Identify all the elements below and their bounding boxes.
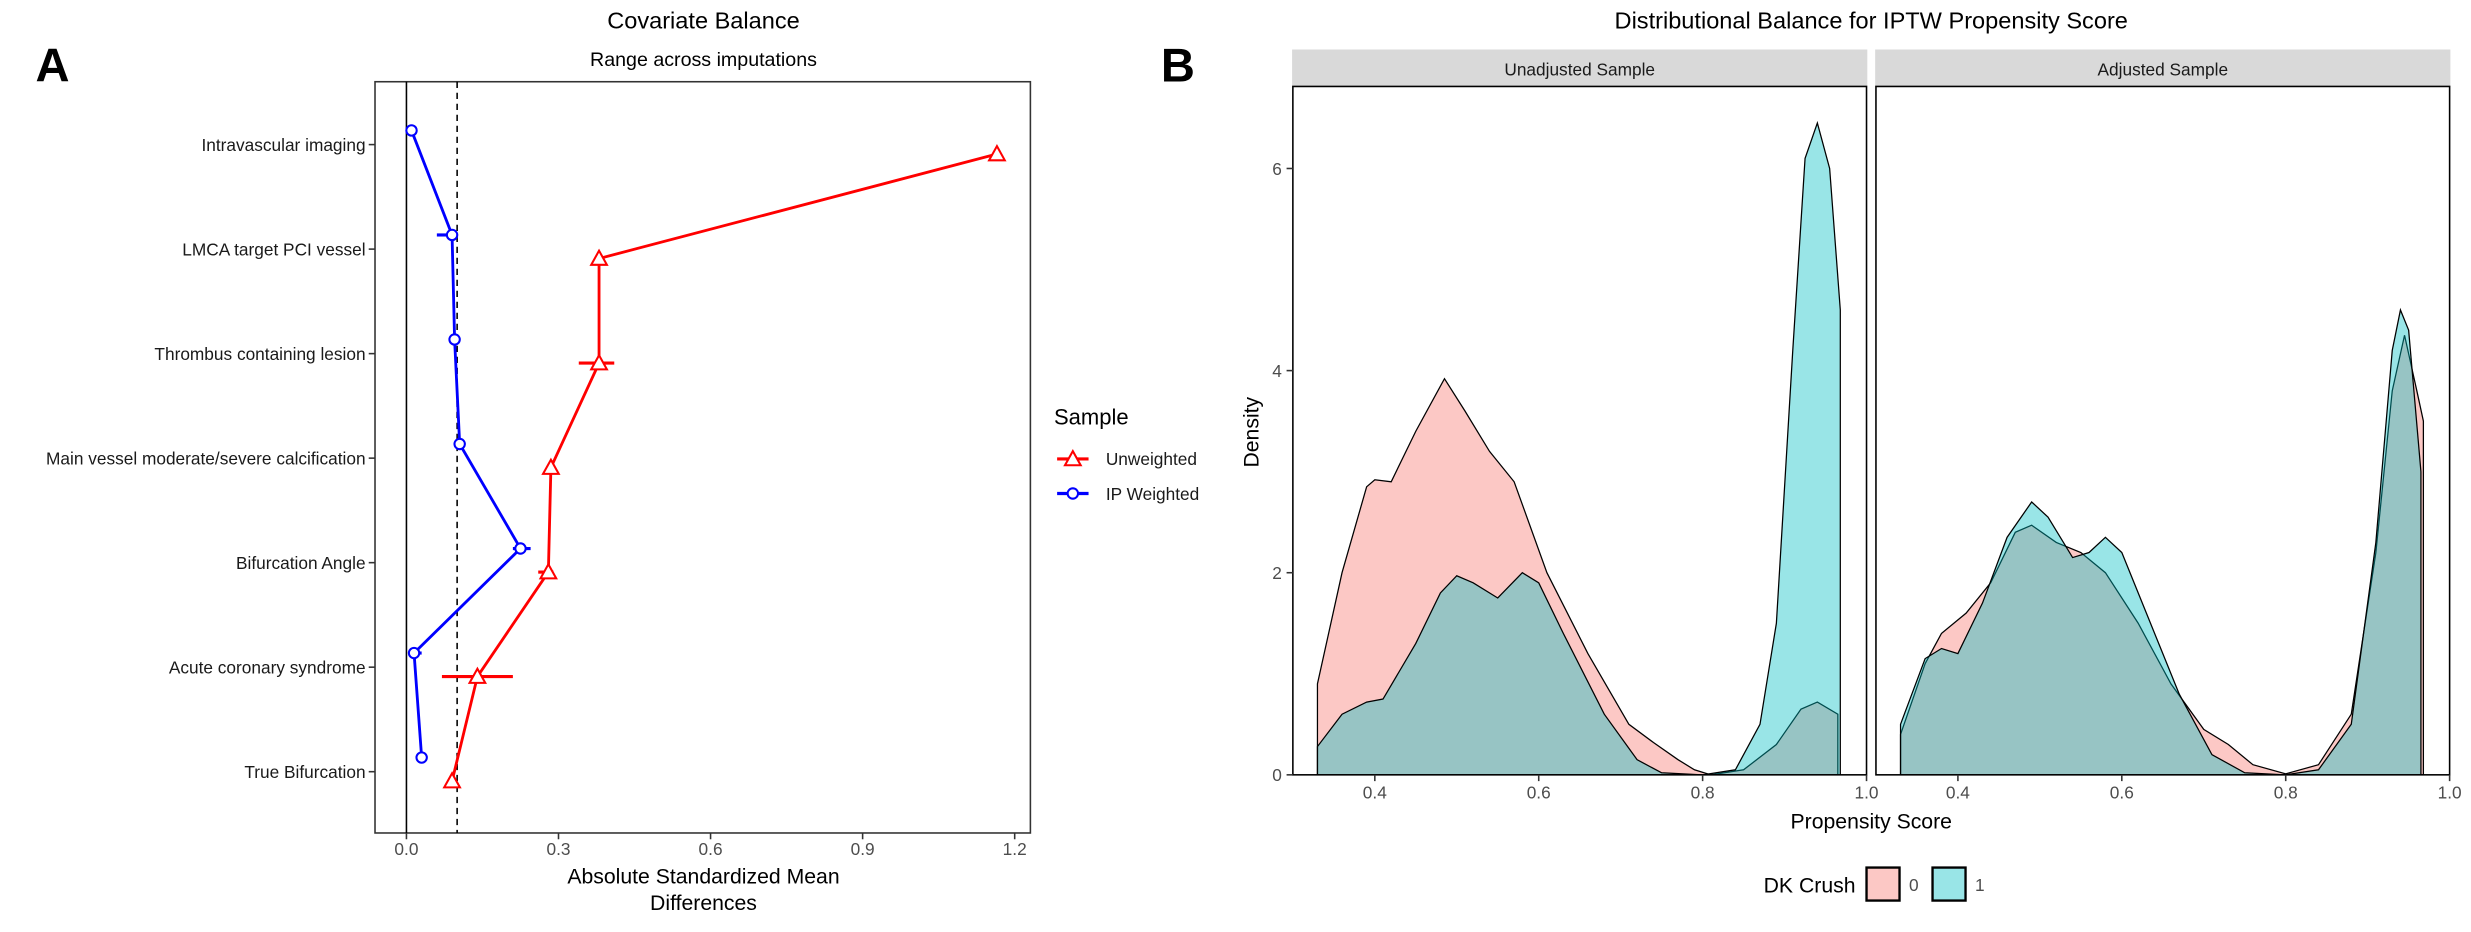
- x-tick-label: 0.6: [1527, 782, 1551, 802]
- x-tick-label: 0.0: [394, 839, 418, 859]
- data-point-triangle: [541, 457, 561, 475]
- facet-strip: [1292, 49, 1868, 88]
- legend-label: IP Weighted: [1106, 484, 1199, 504]
- y-tick-label: Intravascular imaging: [201, 135, 365, 155]
- y-tick-label: 6: [1272, 159, 1282, 179]
- series-line-ip-weighted: [410, 129, 523, 758]
- x-tick-label: 0.9: [851, 839, 875, 859]
- data-point-circle: [453, 437, 466, 451]
- data-point-triangle: [442, 771, 462, 789]
- panel-border: [1292, 85, 1868, 776]
- plot-a-border: [374, 80, 1032, 834]
- legend-title: DK Crush: [1764, 875, 1856, 898]
- x-tick-label: 0.6: [699, 839, 723, 859]
- data-point-circle: [448, 333, 461, 346]
- density-area-group-1: [1899, 307, 2422, 776]
- data-point-triangle: [538, 562, 558, 580]
- y-tick-label: True Bifurcation: [244, 762, 365, 782]
- x-axis-label-line2: Differences: [650, 892, 757, 915]
- density-area-group-0: [1899, 335, 2425, 776]
- y-tick-label: Main vessel moderate/severe calcificatio…: [46, 448, 366, 468]
- y-tick-label: 2: [1272, 563, 1282, 583]
- legend-title: Sample: [1054, 404, 1129, 429]
- y-tick-label: LMCA target PCI vessel: [182, 239, 365, 259]
- legend-label: Unweighted: [1106, 449, 1197, 469]
- x-axis-label-line1: Absolute Standardized Mean: [567, 865, 839, 888]
- panel-label-b: B: [1161, 39, 1195, 92]
- chart-b-title: Distributional Balance for IPTW Propensi…: [1615, 7, 2128, 33]
- x-axis-label: Propensity Score: [1791, 810, 1952, 833]
- data-point-circle: [415, 751, 428, 764]
- facet-strip-label: Adjusted Sample: [2098, 59, 2229, 79]
- y-tick-label: Bifurcation Angle: [236, 553, 366, 573]
- legend-swatch-1: [1931, 866, 1967, 902]
- x-tick-label: 0.3: [546, 839, 570, 859]
- chart-a-subtitle: Range across imputations: [590, 49, 817, 71]
- data-point-circle: [514, 542, 527, 555]
- x-tick-label: 1.2: [1003, 839, 1027, 859]
- data-point-triangle: [589, 248, 609, 266]
- propensity-density-chart: Distributional Balance for IPTW Propensi…: [1240, 7, 2462, 902]
- data-point-circle: [445, 228, 459, 242]
- data-point-circle: [405, 124, 418, 137]
- chart-a-title: Covariate Balance: [607, 7, 800, 33]
- series-line-unweighted: [450, 152, 998, 782]
- density-area-group-0: [1316, 377, 1839, 776]
- facet-strip: [1875, 49, 2451, 88]
- legend-label: 0: [1909, 875, 1919, 895]
- x-tick-label: 1.0: [2438, 782, 2462, 802]
- x-tick-label: 0.8: [2274, 782, 2298, 802]
- data-point-triangle: [987, 144, 1007, 162]
- data-point-circle: [407, 646, 421, 660]
- legend-key-circle: [1066, 487, 1080, 500]
- data-point-triangle: [467, 666, 487, 684]
- y-tick-label: Acute coronary syndrome: [169, 657, 366, 677]
- legend-label: 1: [1975, 875, 1985, 895]
- x-tick-label: 0.4: [1946, 782, 1970, 802]
- x-tick-label: 0.8: [1691, 782, 1715, 802]
- y-tick-label: Thrombus containing lesion: [154, 344, 365, 364]
- x-tick-label: 0.4: [1363, 782, 1387, 802]
- y-tick-label: 4: [1272, 361, 1282, 381]
- facet-strip-label: Unadjusted Sample: [1504, 59, 1655, 79]
- x-tick-label: 1.0: [1855, 782, 1879, 802]
- y-axis-label: Density: [1240, 396, 1263, 467]
- panel-label-a: A: [36, 39, 70, 92]
- covariate-balance-chart: Covariate Balance Range across imputatio…: [46, 7, 1199, 915]
- y-tick-label: 0: [1272, 765, 1282, 785]
- x-tick-label: 0.6: [2110, 782, 2134, 802]
- data-point-triangle: [589, 353, 609, 371]
- density-area-group-1: [1316, 120, 1841, 776]
- panel-border: [1875, 85, 2451, 776]
- legend-key-triangle: [1063, 448, 1083, 467]
- legend-swatch-0: [1865, 866, 1901, 902]
